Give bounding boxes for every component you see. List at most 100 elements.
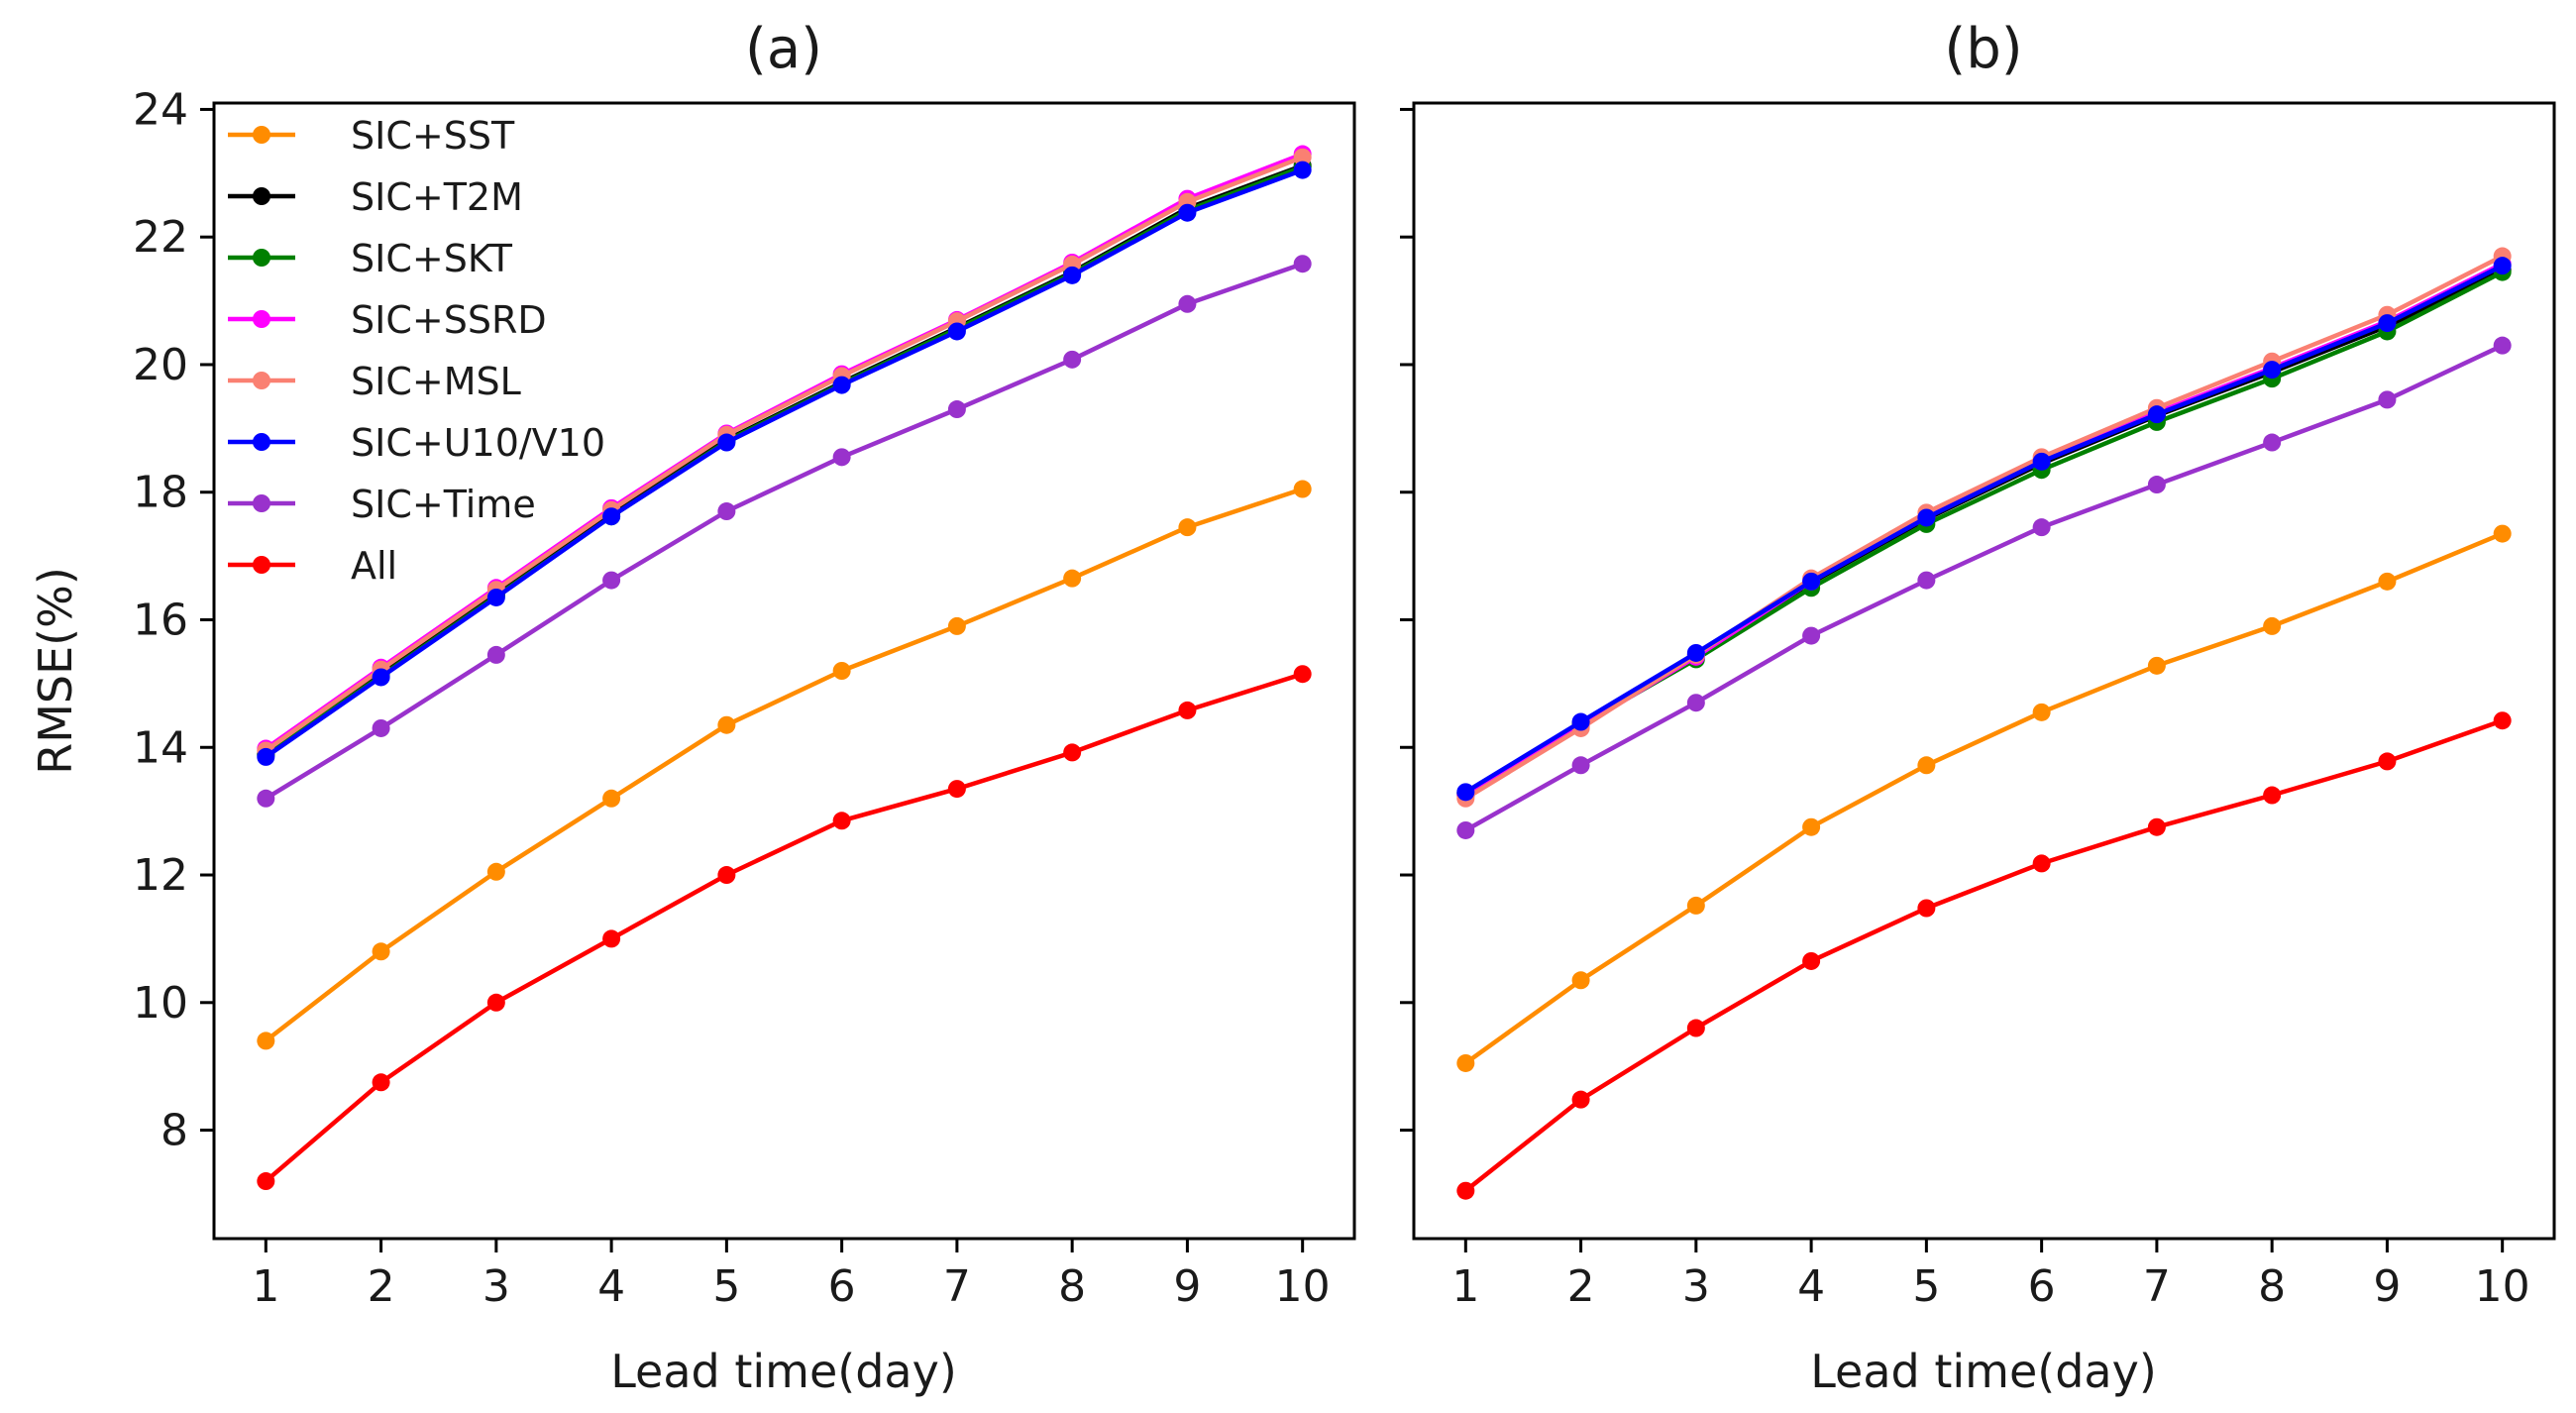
legend-item-sic-u10-v10: SIC+U10/V10 bbox=[228, 421, 605, 465]
data-point-sic-u10-v10 bbox=[2378, 314, 2397, 333]
data-point-sic-time bbox=[257, 789, 275, 808]
panel-b-x-tick-label: 10 bbox=[2475, 1261, 2530, 1312]
data-point-all bbox=[257, 1172, 275, 1191]
data-point-all bbox=[832, 812, 851, 830]
data-point-all bbox=[717, 866, 736, 885]
legend-label: SIC+Time bbox=[351, 483, 536, 526]
data-point-sic-sst bbox=[1686, 896, 1705, 915]
panel-a-x-tick-label: 10 bbox=[1275, 1261, 1331, 1312]
panel-b-x-tick-label: 6 bbox=[2028, 1261, 2056, 1312]
series-line-all bbox=[1463, 718, 2504, 1193]
data-point-all bbox=[2493, 711, 2512, 730]
data-point-sic-sst bbox=[2032, 703, 2051, 721]
data-point-all bbox=[2378, 752, 2397, 771]
series-line-sic-msl bbox=[1464, 254, 2504, 801]
data-point-sic-time bbox=[602, 571, 621, 590]
data-point-all bbox=[1293, 665, 1312, 684]
data-point-sic-sst bbox=[832, 662, 851, 680]
data-point-sic-sst bbox=[602, 789, 621, 808]
panel-a: (a) Lead time(day) RMSE(%) 1 2 3 4 5 6 7 8 9 1081… bbox=[29, 17, 1356, 1398]
data-point-sic-sst bbox=[1178, 518, 1197, 537]
panel-a-x-tick-label: 5 bbox=[712, 1261, 740, 1312]
legend-marker bbox=[253, 494, 270, 512]
panel-b-plot bbox=[1456, 247, 2512, 1200]
data-point-sic-time bbox=[486, 645, 505, 664]
panel-a-y-tick-label: 24 bbox=[133, 84, 188, 135]
data-point-sic-sst bbox=[486, 862, 505, 881]
data-point-all bbox=[1571, 1090, 1590, 1109]
data-point-sic-time bbox=[1456, 820, 1475, 839]
legend-marker bbox=[253, 433, 270, 451]
panel-b-x-tick-label: 3 bbox=[1682, 1261, 1710, 1312]
panel-a-y-tick-label: 12 bbox=[133, 850, 188, 901]
series-sic-u10-v10 bbox=[1456, 257, 2512, 802]
panel-a-x-tick-label: 4 bbox=[597, 1261, 625, 1312]
data-point-sic-u10-v10 bbox=[486, 588, 505, 606]
data-point-all bbox=[947, 780, 966, 799]
data-point-sic-time bbox=[1571, 756, 1590, 775]
data-point-sic-u10-v10 bbox=[2493, 257, 2512, 275]
data-point-all bbox=[2263, 786, 2282, 805]
data-point-sic-msl bbox=[1293, 148, 1312, 166]
data-point-sic-sst bbox=[1293, 480, 1312, 498]
data-point-sic-sst bbox=[1917, 756, 1936, 775]
legend-marker bbox=[253, 556, 270, 574]
data-point-all bbox=[1063, 743, 1082, 762]
series-sic-sst bbox=[257, 480, 1312, 1050]
data-point-sic-time bbox=[2147, 476, 2166, 494]
legend-marker bbox=[253, 249, 270, 267]
panel-a-y-tick-label: 16 bbox=[133, 595, 188, 645]
series-line-sic-time bbox=[265, 262, 1304, 801]
panel-a-y-tick-label: 22 bbox=[133, 212, 188, 263]
data-point-sic-time bbox=[2378, 390, 2397, 409]
series-line-sic-time bbox=[1464, 343, 2504, 832]
data-point-sic-time bbox=[2493, 336, 2512, 355]
data-point-all bbox=[1178, 701, 1197, 719]
data-point-sic-time bbox=[717, 502, 736, 521]
panel-a-x-tick-label: 8 bbox=[1058, 1261, 1086, 1312]
panel-a-x-tick-label: 6 bbox=[828, 1261, 856, 1312]
data-point-sic-sst bbox=[2147, 656, 2166, 675]
data-point-sic-u10-v10 bbox=[1802, 572, 1821, 591]
panel-b: (b) Lead time(day) 1 2 3 4 5 6 7 8 9 10 bbox=[1400, 17, 2556, 1398]
panel-b-ticks: 1 2 3 4 5 6 7 8 9 10 bbox=[1400, 107, 2530, 1312]
data-point-sic-sst bbox=[1456, 1053, 1475, 1072]
legend-item-sic-msl: SIC+MSL bbox=[228, 360, 521, 403]
data-point-sic-time bbox=[1802, 626, 1821, 645]
data-point-sic-sst bbox=[2263, 616, 2282, 635]
data-point-sic-u10-v10 bbox=[2147, 405, 2166, 424]
data-point-sic-u10-v10 bbox=[1178, 203, 1197, 222]
data-point-sic-u10-v10 bbox=[1917, 508, 1936, 527]
legend: SIC+SST SIC+T2M SIC+SKT SIC+SSRD SIC+MSL SIC+… bbox=[228, 114, 605, 588]
panel-b-title: (b) bbox=[1944, 17, 2022, 81]
panel-b-x-tick-label: 1 bbox=[1451, 1261, 1479, 1312]
series-line-sic-msl bbox=[265, 155, 1304, 753]
panel-a-y-tick-label: 10 bbox=[133, 978, 188, 1029]
data-point-all bbox=[2147, 817, 2166, 836]
data-point-sic-u10-v10 bbox=[372, 668, 390, 687]
panel-a-x-tick-label: 2 bbox=[368, 1261, 395, 1312]
legend-label: SIC+U10/V10 bbox=[351, 421, 605, 465]
data-point-sic-time bbox=[1063, 350, 1082, 369]
panel-b-x-tick-label: 9 bbox=[2373, 1261, 2401, 1312]
data-point-sic-time bbox=[1293, 255, 1312, 273]
legend-marker bbox=[253, 372, 270, 389]
legend-label: SIC+T2M bbox=[351, 175, 523, 219]
panel-b-x-tick-label: 2 bbox=[1567, 1261, 1595, 1312]
panel-a-y-tick-label: 18 bbox=[133, 468, 188, 518]
data-point-sic-u10-v10 bbox=[1293, 161, 1312, 179]
series-line-all bbox=[264, 672, 1304, 1183]
panel-b-x-tick-label: 8 bbox=[2258, 1261, 2286, 1312]
panel-b-x-tick-label: 4 bbox=[1797, 1261, 1825, 1312]
data-point-sic-time bbox=[1917, 571, 1936, 590]
series-line-sic-sst bbox=[264, 487, 1304, 1043]
legend-item-sic-t2m: SIC+T2M bbox=[228, 175, 523, 219]
panel-a-y-tick-label: 8 bbox=[161, 1106, 188, 1156]
series-sic-time bbox=[1456, 336, 2512, 839]
panel-a-x-tick-label: 9 bbox=[1173, 1261, 1201, 1312]
data-point-all bbox=[1802, 951, 1821, 970]
series-line-sic-sst bbox=[1463, 531, 2504, 1065]
panel-b-x-axis-label: Lead time(day) bbox=[1810, 1345, 2157, 1398]
